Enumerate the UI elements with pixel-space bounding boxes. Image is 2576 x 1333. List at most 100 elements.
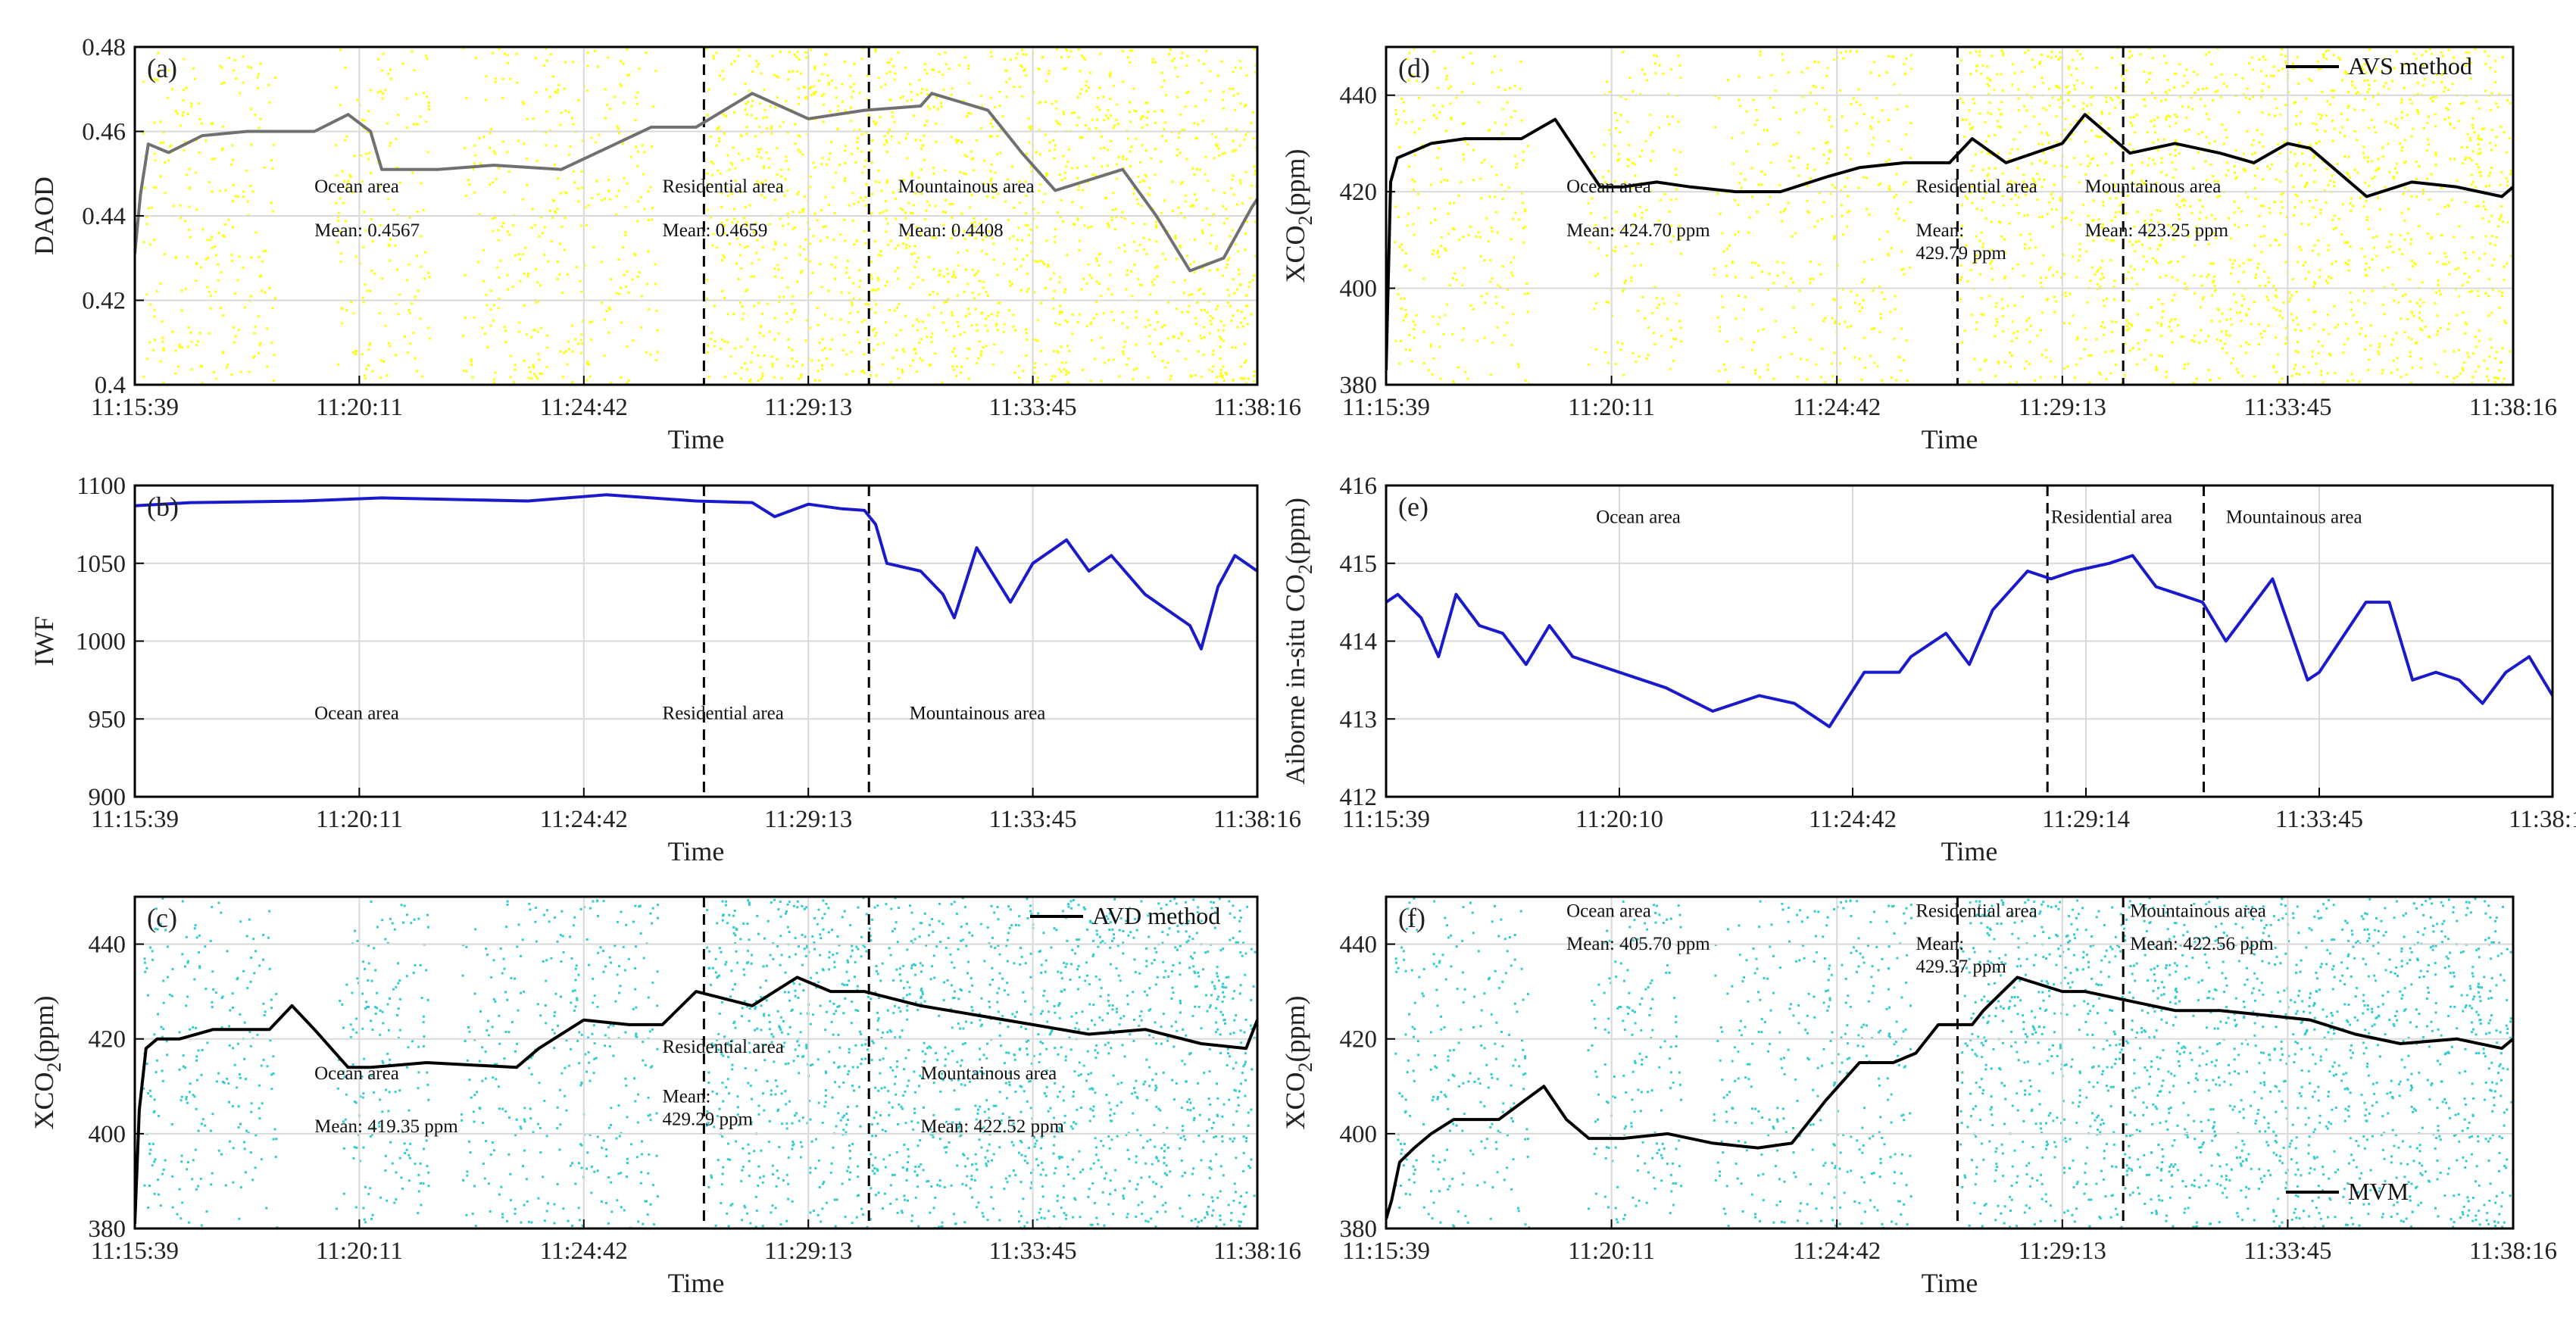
scatter-dot [1176, 1029, 1179, 1032]
scatter-dot [425, 1139, 428, 1142]
scatter-dot [635, 145, 638, 148]
scatter-dot [848, 1157, 851, 1160]
scatter-dot [462, 47, 465, 50]
scatter-dot [794, 1114, 796, 1117]
scatter-dot [549, 53, 552, 56]
scatter-dot [641, 295, 643, 298]
scatter-dot [857, 201, 860, 204]
scatter-dot [414, 295, 417, 298]
scatter-dot [757, 354, 760, 357]
scatter-dot [527, 376, 530, 379]
scatter-dot [765, 151, 768, 154]
scatter-dot [776, 1010, 779, 1013]
scatter-dot [1122, 1194, 1125, 1197]
scatter-dot [932, 69, 935, 71]
scatter-dot [806, 944, 809, 947]
scatter-dot [1017, 226, 1020, 229]
scatter-dot [973, 217, 976, 220]
scatter-dot [606, 103, 609, 106]
scatter-dot [904, 1122, 907, 1125]
scatter-dot [259, 62, 262, 65]
scatter-dot [222, 1081, 224, 1083]
scatter-dot [1089, 1223, 1092, 1226]
scatter-dot [272, 210, 275, 213]
scatter-dot [1019, 947, 1022, 949]
scatter-dot [1254, 254, 1257, 258]
scatter-dot [1247, 286, 1251, 289]
scatter-dot [482, 248, 486, 251]
scatter-dot [543, 1219, 546, 1222]
scatter-dot [389, 142, 392, 145]
scatter-dot [1232, 1140, 1235, 1143]
scatter-dot [1098, 978, 1101, 981]
scatter-dot [719, 172, 722, 175]
scatter-dot [206, 1041, 209, 1044]
scatter-dot [823, 92, 826, 95]
scatter-dot [1237, 250, 1240, 253]
scatter-dot [362, 960, 365, 963]
scatter-dot [530, 1072, 533, 1075]
scatter-dot [1114, 1169, 1117, 1172]
scatter-dot [885, 230, 888, 233]
scatter-dot [761, 1225, 764, 1228]
scatter-dot [1024, 68, 1026, 71]
scatter-dot [788, 1100, 791, 1103]
scatter-dot [577, 99, 580, 101]
scatter-dot [554, 90, 557, 93]
scatter-dot [802, 86, 805, 89]
scatter-dot [1179, 1011, 1182, 1014]
scatter-dot [192, 1159, 195, 1162]
scatter-dot [1067, 371, 1070, 374]
scatter-dot [770, 1041, 773, 1044]
scatter-dot [1100, 294, 1103, 297]
scatter-dot [352, 1157, 355, 1160]
scatter-dot [1060, 1156, 1063, 1159]
scatter-dot [1058, 1157, 1061, 1160]
scatter-dot [1145, 965, 1148, 968]
scatter-dot [1129, 931, 1132, 934]
scatter-dot [1018, 1220, 1020, 1223]
scatter-dot [912, 114, 915, 117]
scatter-dot [233, 1063, 236, 1066]
scatter-dot [1102, 95, 1105, 98]
y-tick-label: 0.44 [82, 203, 126, 230]
scatter-dot [901, 1029, 904, 1032]
scatter-dot [1020, 48, 1023, 52]
scatter-dot [379, 1098, 382, 1101]
scatter-dot [979, 1019, 982, 1022]
scatter-dot [270, 342, 273, 345]
scatter-dot [187, 1161, 189, 1163]
scatter-dot [1171, 180, 1174, 183]
scatter-dot [462, 369, 465, 372]
scatter-dot [986, 329, 989, 332]
scatter-dot [176, 112, 179, 115]
scatter-dot [932, 268, 935, 271]
scatter-dot [387, 1029, 390, 1032]
scatter-dot [707, 351, 709, 354]
scatter-dot [484, 1050, 487, 1054]
scatter-dot [379, 376, 382, 379]
scatter-dot [941, 1221, 944, 1224]
scatter-dot [1096, 118, 1099, 121]
scatter-dot [996, 906, 999, 909]
scatter-dot [642, 1059, 645, 1062]
scatter-dot [620, 910, 623, 913]
scatter-dot [926, 105, 929, 108]
scatter-dot [872, 348, 875, 351]
scatter-dot [342, 201, 345, 204]
scatter-dot [876, 1122, 879, 1125]
scatter-dot [1120, 1082, 1123, 1085]
scatter-dot [528, 902, 531, 905]
scatter-dot [1181, 129, 1184, 132]
scatter-dot [1208, 332, 1211, 335]
scatter-dot [1112, 192, 1115, 195]
scatter-dot [809, 326, 812, 329]
scatter-dot [1207, 1205, 1210, 1208]
scatter-dot [1023, 1090, 1026, 1093]
scatter-dot [232, 158, 234, 161]
scatter-dot [788, 1026, 792, 1029]
scatter-dot [1221, 376, 1224, 379]
scatter-dot [1018, 180, 1021, 183]
scatter-dot [354, 255, 358, 258]
scatter-dot [1111, 1004, 1114, 1007]
